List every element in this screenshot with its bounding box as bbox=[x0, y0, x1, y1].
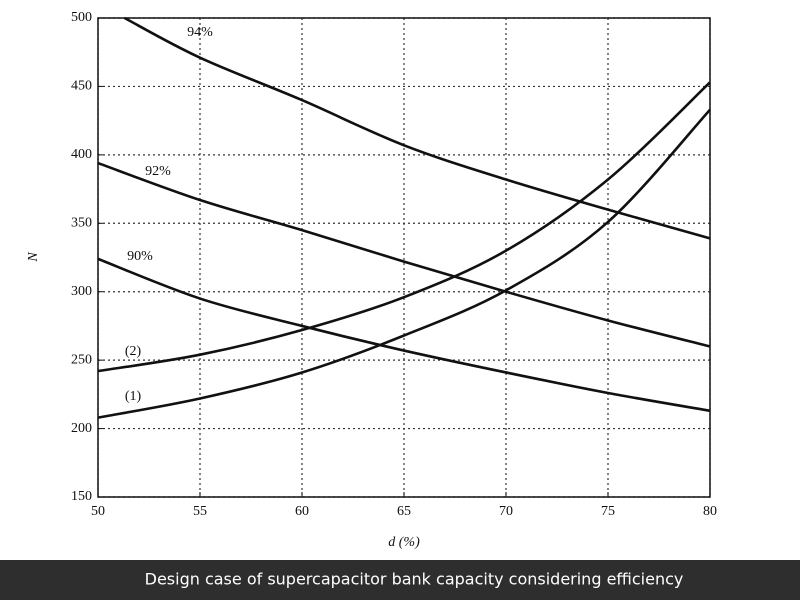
curve bbox=[123, 16, 711, 240]
x-tick-label: 50 bbox=[91, 504, 105, 519]
curve-label: 94% bbox=[187, 25, 213, 40]
caption-bar bbox=[0, 560, 800, 600]
curve bbox=[97, 81, 711, 373]
y-axis-label: N bbox=[26, 252, 41, 263]
y-tick-label: 200 bbox=[71, 421, 92, 436]
y-tick-label: 150 bbox=[71, 489, 92, 504]
curve bbox=[97, 257, 711, 413]
y-tick-label: 350 bbox=[71, 216, 92, 231]
curve-label: 90% bbox=[127, 249, 153, 264]
x-axis-label: d (%) bbox=[388, 535, 420, 550]
x-tick-label: 80 bbox=[703, 504, 717, 519]
plot-frame bbox=[97, 17, 711, 498]
x-tick-label: 65 bbox=[397, 504, 411, 519]
curve-label: 92% bbox=[145, 164, 171, 179]
x-tick-label: 60 bbox=[295, 504, 309, 519]
y-tick-label: 400 bbox=[71, 147, 92, 162]
y-tick-label: 300 bbox=[71, 284, 92, 299]
y-tick-label: 450 bbox=[71, 79, 92, 94]
curve bbox=[97, 108, 711, 419]
caption: Design case of supercapacitor bank capac… bbox=[145, 570, 684, 589]
y-tick-label: 500 bbox=[71, 10, 92, 25]
x-tick-label: 75 bbox=[601, 504, 615, 519]
y-tick-label: 250 bbox=[71, 352, 92, 367]
curve-label: (1) bbox=[125, 389, 142, 404]
x-tick-label: 55 bbox=[193, 504, 207, 519]
curve-label: (2) bbox=[125, 344, 142, 359]
x-tick-label: 70 bbox=[499, 504, 513, 519]
curve bbox=[97, 161, 711, 348]
